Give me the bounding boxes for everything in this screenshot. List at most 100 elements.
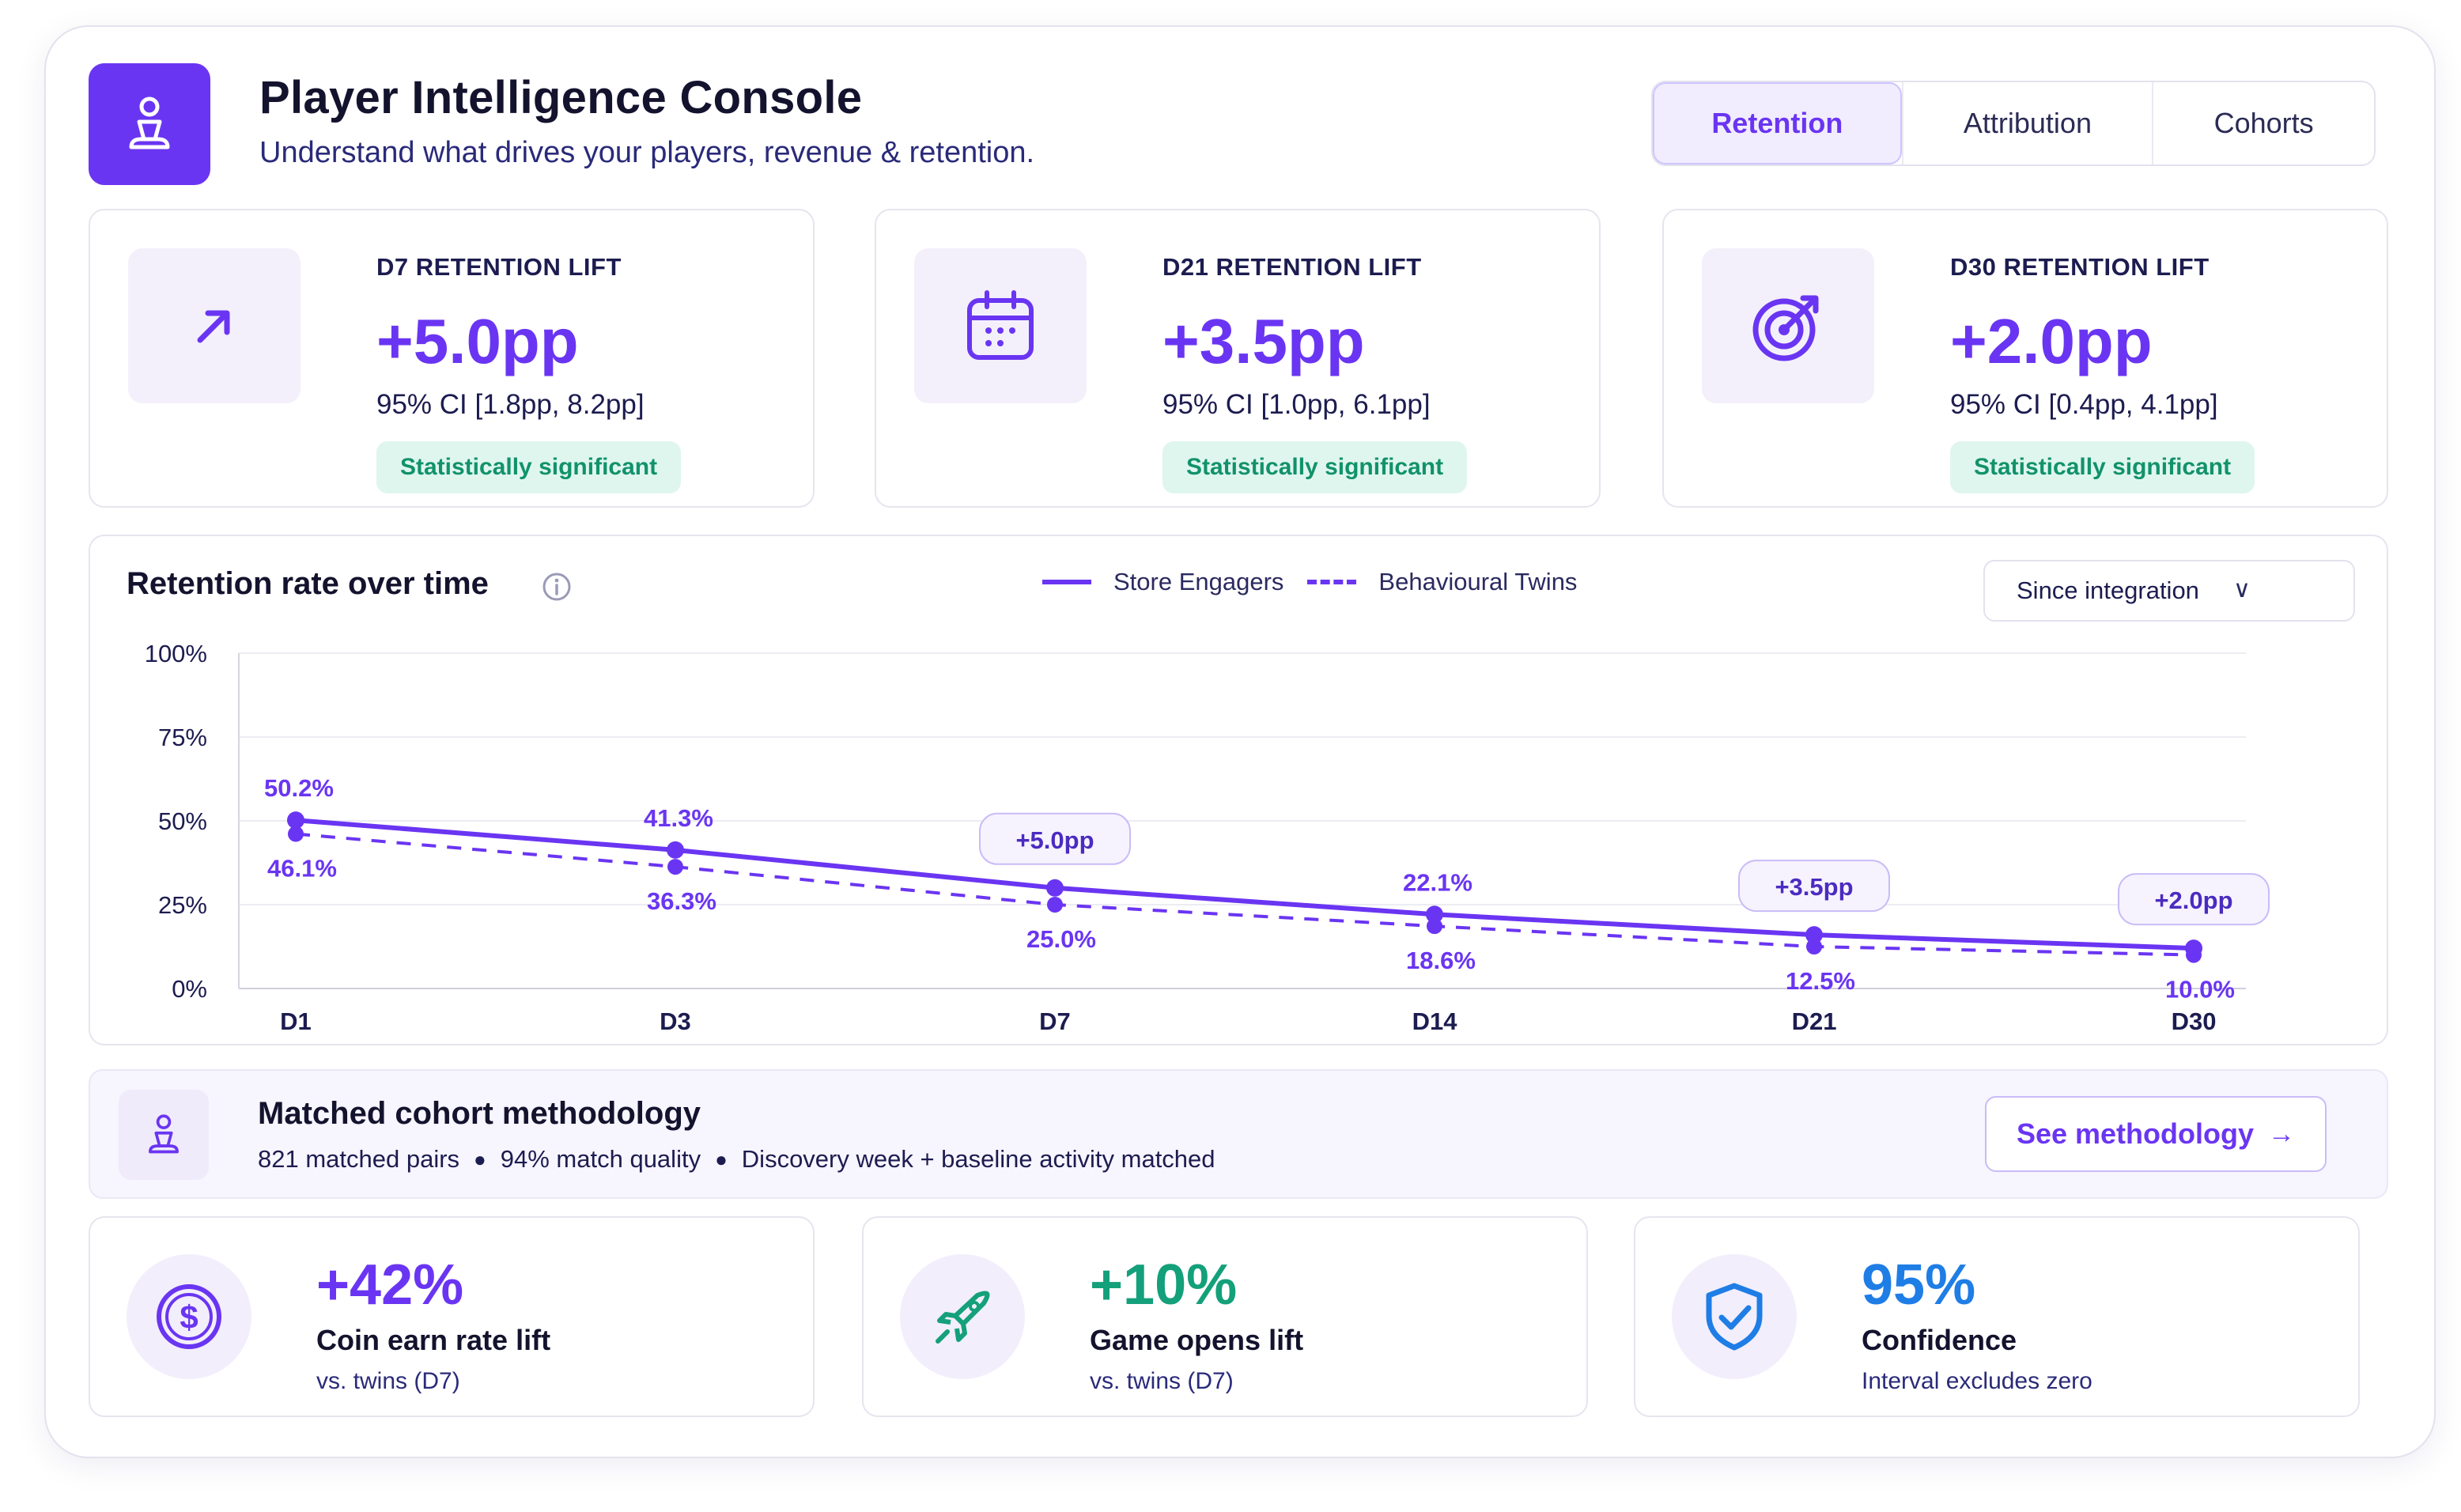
date-range-select[interactable]: Since integration ∨ bbox=[1983, 560, 2355, 622]
kpi-card-d7: D7 RETENTION LIFT +5.0pp 95% CI [1.8pp, … bbox=[89, 209, 815, 508]
separator-dot: ● bbox=[474, 1147, 486, 1171]
see-methodology-label: See methodology bbox=[2016, 1117, 2255, 1150]
calendar-icon bbox=[967, 290, 1034, 360]
arrow-up-right-icon bbox=[197, 310, 230, 343]
info-icon[interactable] bbox=[541, 571, 573, 603]
significance-badge: Statistically significant bbox=[1950, 441, 2255, 493]
lift-callout-pill bbox=[1738, 860, 1890, 913]
tab-attribution[interactable]: Attribution bbox=[1901, 82, 2153, 164]
target-icon bbox=[1752, 295, 1819, 361]
kpi-icon-tile bbox=[914, 248, 1087, 403]
value-label-behavioural-twins: 10.0% bbox=[2165, 976, 2235, 1004]
pawn-icon bbox=[129, 96, 170, 149]
kpi-icon-tile bbox=[128, 248, 301, 403]
x-tick-label: D1 bbox=[280, 1007, 312, 1035]
stat-note: vs. twins (D7) bbox=[316, 1368, 460, 1394]
arrow-right-icon: → bbox=[2268, 1118, 2296, 1149]
kpi-label: D21 RETENTION LIFT bbox=[1162, 253, 1422, 281]
lift-callout-pill bbox=[979, 812, 1131, 865]
data-point-store-engagers bbox=[287, 811, 304, 830]
tab-retention[interactable]: Retention bbox=[1653, 82, 1902, 164]
stat-value: 95% bbox=[1862, 1253, 1976, 1317]
lift-callout-label: +5.0pp bbox=[1015, 826, 1094, 854]
view-tabs: Retention Attribution Cohorts bbox=[1651, 81, 2376, 166]
value-label-behavioural-twins: 36.3% bbox=[647, 887, 716, 915]
x-tick-label: D7 bbox=[1039, 1007, 1071, 1035]
legend-swatch-solid bbox=[1042, 580, 1091, 584]
tab-cohorts[interactable]: Cohorts bbox=[2152, 82, 2374, 164]
x-tick-label: D14 bbox=[1412, 1007, 1458, 1035]
data-point-store-engagers bbox=[667, 841, 684, 859]
kpi-label: D30 RETENTION LIFT bbox=[1950, 253, 2210, 281]
kpi-confidence-interval: 95% CI [0.4pp, 4.1pp] bbox=[1950, 389, 2218, 420]
match-quality: 94% match quality bbox=[500, 1145, 701, 1173]
data-point-behavioural-twins bbox=[1047, 897, 1063, 913]
stat-icon-circle bbox=[900, 1254, 1025, 1379]
series-line-store-engagers bbox=[295, 818, 2194, 951]
value-label-store-engagers: 50.2% bbox=[264, 774, 334, 802]
x-tick-label: D30 bbox=[2172, 1007, 2217, 1035]
legend-swatch-dashed bbox=[1307, 580, 1357, 584]
y-tick-label: 25% bbox=[158, 891, 207, 919]
stat-card-coin-earn: $ +42% Coin earn rate lift vs. twins (D7… bbox=[89, 1216, 815, 1417]
stat-card-game-opens: +10% Game opens lift vs. twins (D7) bbox=[862, 1216, 1588, 1417]
value-label-behavioural-twins: 18.6% bbox=[1406, 947, 1476, 974]
data-point-behavioural-twins bbox=[288, 826, 304, 842]
kpi-label: D7 RETENTION LIFT bbox=[376, 253, 622, 281]
matching-criteria: Discovery week + baseline activity match… bbox=[741, 1145, 1215, 1173]
significance-badge: Statistically significant bbox=[1162, 441, 1468, 493]
app-logo bbox=[89, 63, 210, 185]
data-point-behavioural-twins bbox=[2186, 947, 2202, 963]
lift-callout-label: +3.5pp bbox=[1775, 873, 1853, 901]
date-range-value: Since integration bbox=[2017, 576, 2199, 604]
value-label-store-engagers: 22.1% bbox=[1403, 868, 1472, 896]
data-point-store-engagers bbox=[1426, 905, 1443, 924]
value-label-store-engagers: 41.3% bbox=[644, 804, 713, 832]
value-label-behavioural-twins: 25.0% bbox=[1026, 925, 1096, 953]
legend-store-engagers: Store Engagers bbox=[1113, 568, 1284, 595]
retention-chart-card bbox=[89, 535, 2388, 1045]
rocket-icon bbox=[936, 1291, 990, 1344]
app-subtitle: Understand what drives your players, rev… bbox=[259, 136, 1035, 169]
y-tick-label: 100% bbox=[145, 640, 207, 667]
chevron-down-icon: ∨ bbox=[2233, 576, 2251, 603]
y-tick-label: 0% bbox=[172, 975, 207, 1003]
kpi-confidence-interval: 95% CI [1.8pp, 8.2pp] bbox=[376, 389, 645, 420]
stat-value: +42% bbox=[316, 1253, 464, 1317]
kpi-value: +2.0pp bbox=[1950, 306, 2153, 376]
series-line-behavioural-twins bbox=[295, 832, 2194, 957]
retention-line-chart: 100% 75% 50% 25% 0% D1 D3 D7 D14 D21 D30 50.2% 41.3%… bbox=[145, 640, 2270, 1035]
legend-behavioural-twins: Behavioural Twins bbox=[1378, 568, 1578, 595]
stat-value: +10% bbox=[1090, 1253, 1238, 1317]
kpi-icon-tile bbox=[1702, 248, 1874, 403]
stat-name: Game opens lift bbox=[1090, 1324, 1304, 1356]
stat-card-confidence: 95% Confidence Interval excludes zero bbox=[1634, 1216, 2360, 1417]
significance-badge: Statistically significant bbox=[376, 441, 682, 493]
kpi-card-d21: D21 RETENTION LIFT +3.5pp 95% CI [1.0pp,… bbox=[875, 209, 1601, 508]
lift-callout-label: +2.0pp bbox=[2154, 886, 2232, 914]
separator-dot: ● bbox=[715, 1147, 728, 1171]
kpi-confidence-interval: 95% CI [1.0pp, 6.1pp] bbox=[1162, 389, 1431, 420]
stat-name: Confidence bbox=[1862, 1324, 2017, 1356]
chart-title: Retention rate over time bbox=[127, 566, 489, 601]
stat-icon-circle bbox=[1672, 1254, 1797, 1379]
data-point-store-engagers bbox=[1046, 879, 1064, 897]
stat-note: Interval excludes zero bbox=[1862, 1368, 2092, 1394]
methodology-icon-tile bbox=[119, 1090, 209, 1180]
y-tick-label: 50% bbox=[158, 807, 207, 835]
see-methodology-button[interactable]: See methodology → bbox=[1985, 1096, 2327, 1172]
x-tick-label: D3 bbox=[660, 1007, 691, 1035]
lift-callout-pill bbox=[2118, 873, 2270, 926]
methodology-meta: 821 matched pairs ● 94% match quality ● … bbox=[258, 1145, 1215, 1174]
matched-pairs: 821 matched pairs bbox=[258, 1145, 460, 1173]
stat-icon-circle: $ bbox=[127, 1254, 251, 1379]
x-tick-label: D21 bbox=[1792, 1007, 1837, 1035]
data-point-behavioural-twins bbox=[667, 859, 683, 875]
methodology-title: Matched cohort methodology bbox=[258, 1096, 701, 1131]
kpi-card-d30: D30 RETENTION LIFT +2.0pp 95% CI [0.4pp,… bbox=[1662, 209, 2388, 508]
app-title: Player Intelligence Console bbox=[259, 72, 863, 123]
kpi-value: +3.5pp bbox=[1162, 306, 1365, 376]
data-point-behavioural-twins bbox=[1806, 939, 1822, 954]
stat-name: Coin earn rate lift bbox=[316, 1324, 551, 1356]
shield-check-icon bbox=[1706, 1283, 1763, 1351]
